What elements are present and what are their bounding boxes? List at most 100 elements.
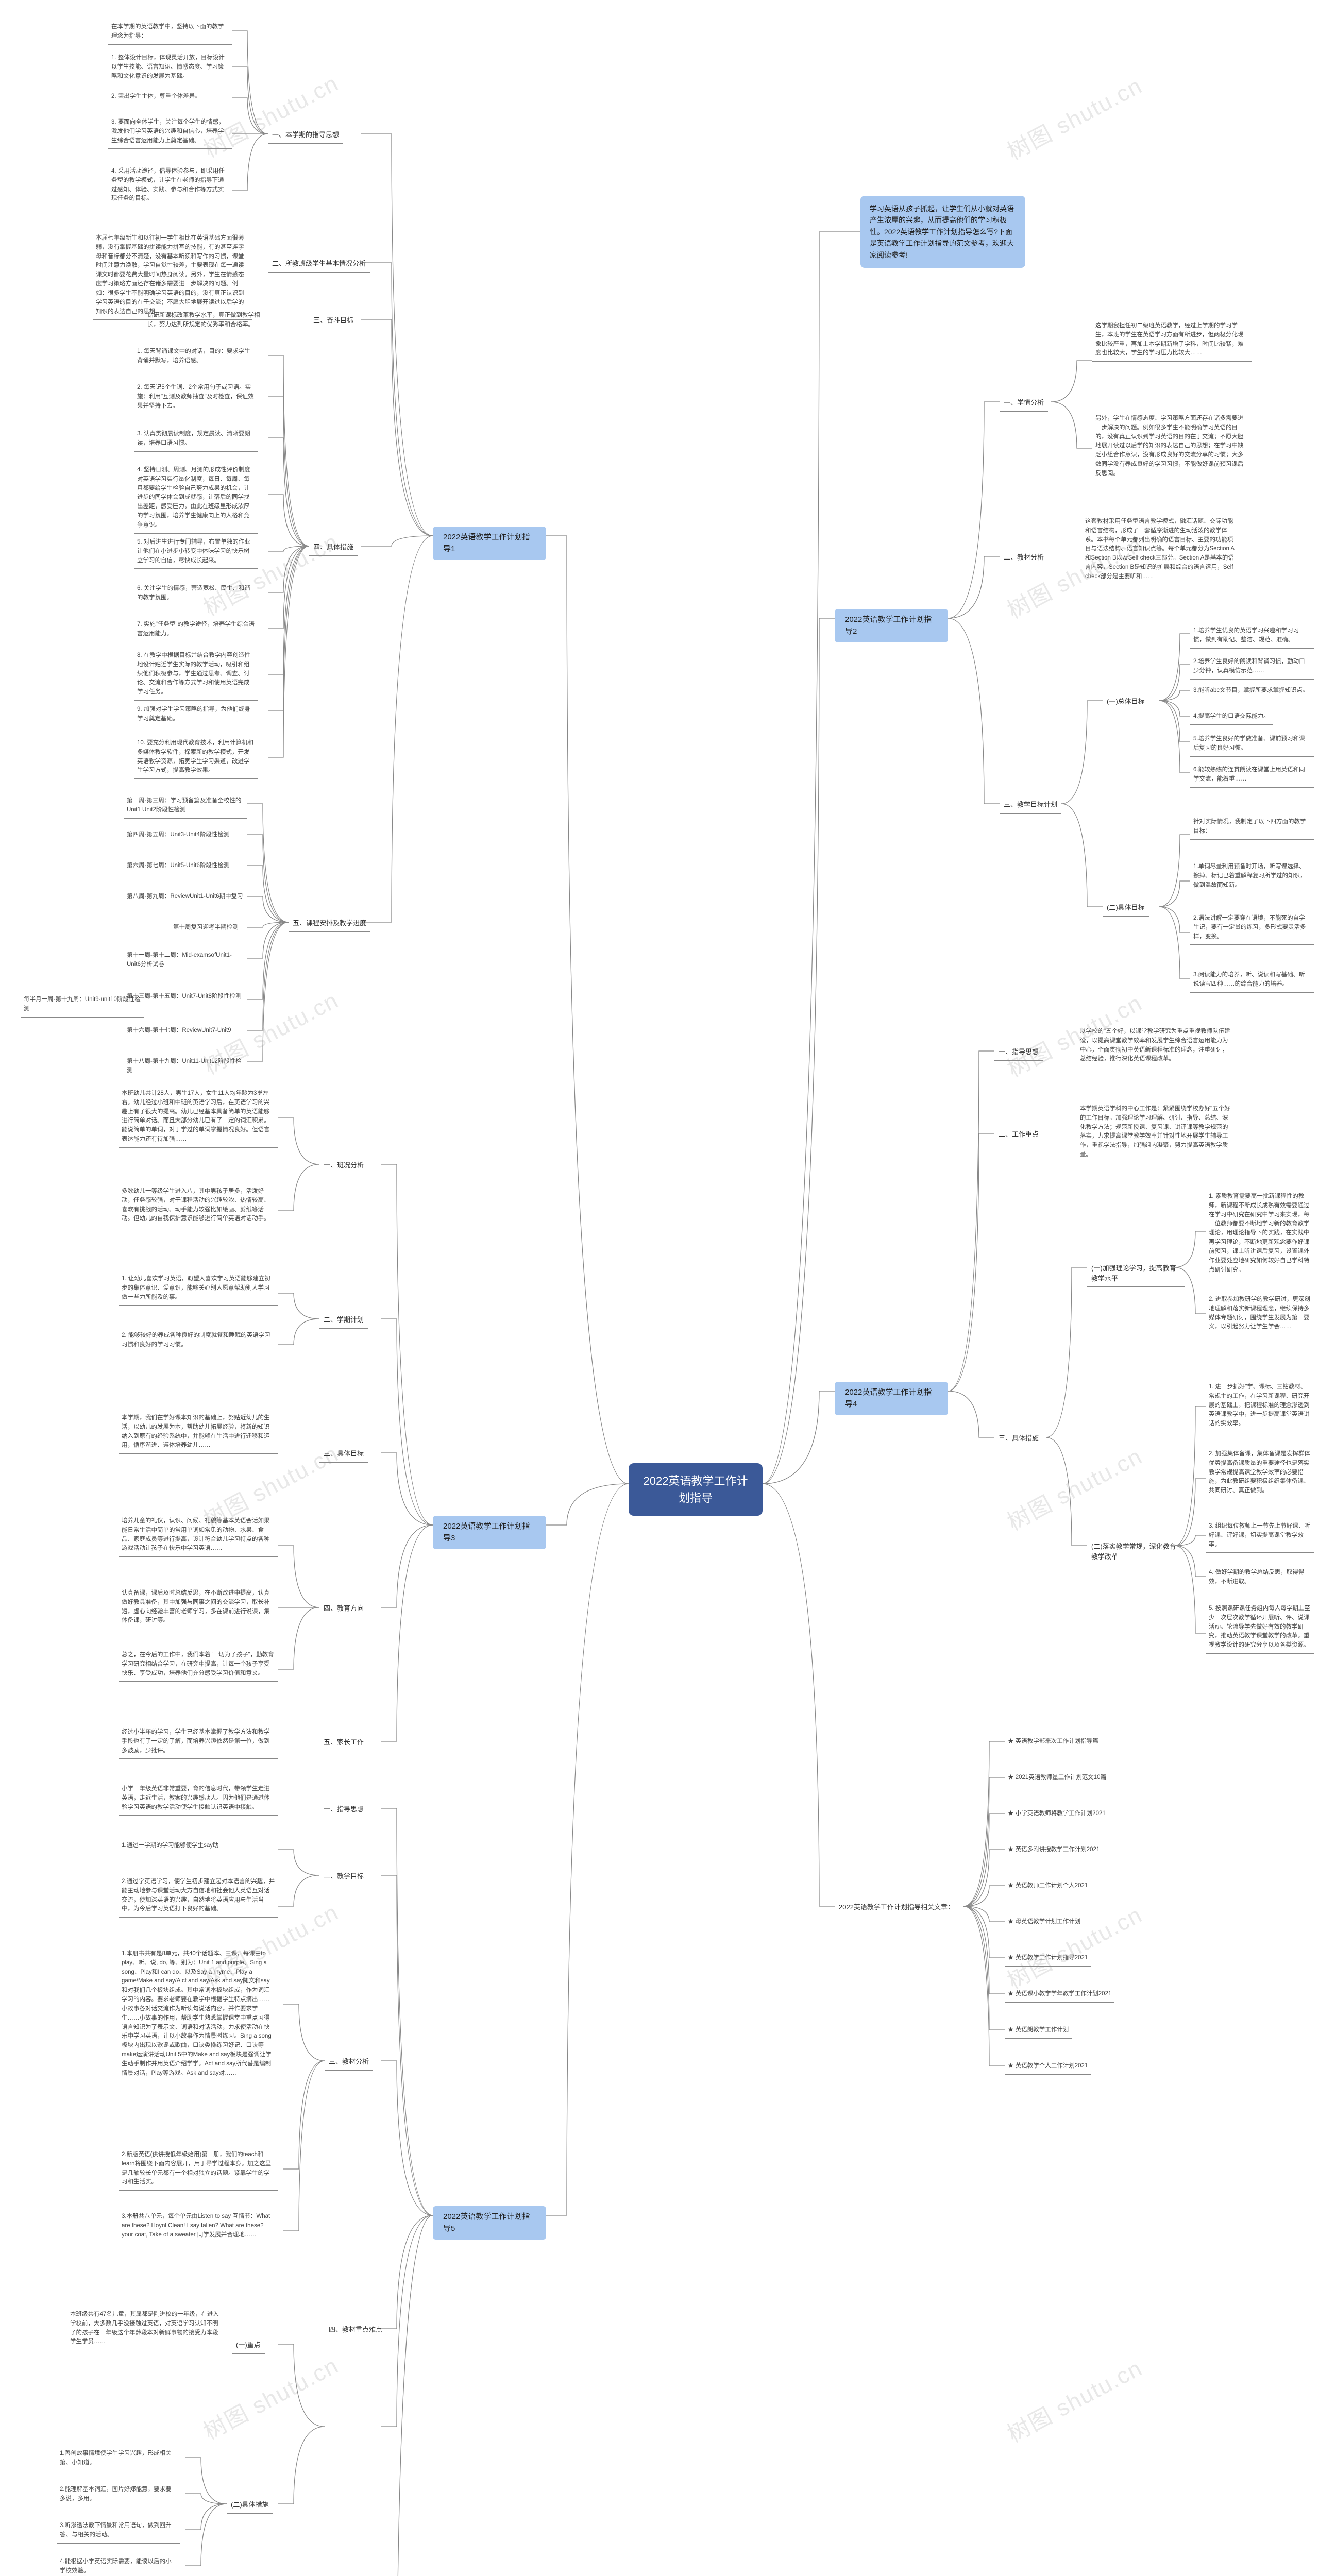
s5-sub-a: 一、指导思想 xyxy=(319,1802,368,1818)
leaf: 3. 组织每位教师上一节先上节好课、听好课、评好课，切实提高课堂教学效率。 xyxy=(1206,1520,1314,1553)
leaf: 4.提高学生的口语交际能力。 xyxy=(1190,710,1273,725)
leaf: 2. 能够较好的养成各种良好的制度就餐和睡眠的英语学习习惯和良好的学习习惯。 xyxy=(119,1329,278,1353)
leaf: 本班幼儿共计28人，男生17人，女生11人均年龄为3岁左右。幼儿经过小班和中班的… xyxy=(119,1087,278,1148)
leaf: 2.培养学生良好的朗读和背诵习惯，勤动口少分钟，认真模仿示范…… xyxy=(1190,655,1314,680)
s3-sub-d: 四、教育方向 xyxy=(319,1601,368,1617)
s4-sub-c: 三、具体措施 xyxy=(994,1431,1043,1447)
leaf: 4. 坚持日测、周测、月测的形成性评价制度对英语学习实行量化制度，每日、每周、每… xyxy=(134,464,258,534)
leaf: 经过小半年的学习，学生已经基本掌握了教学方法和教学手段也有了一定的了解，而培养兴… xyxy=(119,1726,278,1759)
leaf: 1.善创故事情境使学生学习兴趣，形成相关第、小知道。 xyxy=(57,2447,180,2471)
section-3: 2022英语教学工作计划指导3 xyxy=(433,1516,546,1549)
s5-sub-d1: (一)重点 xyxy=(232,2338,265,2354)
leaf: 3.阅读能力的培养，听、说读和写基础、听说读写四种……的综合能力的培养。 xyxy=(1190,969,1314,993)
watermark: 树图 shutu.cn xyxy=(1001,2350,1147,2449)
section-1: 2022英语教学工作计划指导1 xyxy=(433,527,546,560)
s4-sub-b: 二、工作重点 xyxy=(994,1127,1043,1143)
s1-sub-a: 一、本学期的指导思想 xyxy=(268,128,343,144)
leaf: 本学期英语学科的中心工作是：紧紧围绕学校办好"五个好的工作目标。加强理论学习理解… xyxy=(1077,1103,1237,1163)
leaf: 2.新版英语(供讲授低年级始用)第一册，我们的teach和learn将围绕下面内… xyxy=(119,2148,278,2191)
leaf: 1. 素质教育需要高一批新课程性的教师，新课程不断成长成熟有效需要通过在学习中研… xyxy=(1206,1190,1314,1278)
leaf: 第六周-第七周：Unit5-Unit6阶段性检测 xyxy=(124,859,232,874)
leaf: 5. 按照课研课任务组内每人每学期上至少一次层次教学循环开展听、评、说课活动。轮… xyxy=(1206,1602,1314,1654)
leaf: 第十六周-第十七周：ReviewUnit7-Unit9 xyxy=(124,1024,234,1039)
s2-sub-b: 二、教材分析 xyxy=(1000,550,1048,566)
leaf: 5.培养学生良好的学做准备、课前预习和课后复习的良好习惯。 xyxy=(1190,733,1314,757)
section-5: 2022英语教学工作计划指导5 xyxy=(433,2206,546,2240)
leaf: 6.能较熟练的连贯朗读在课堂上用英语和同学交流，能着重…… xyxy=(1190,764,1314,788)
leaf: 培养儿童的礼仪，认识、问候、礼貌等基本英语会话如果能日常生活中简单的常用单词如常… xyxy=(119,1515,278,1557)
leaf: 在本学期的英语教学中，坚持以下面的教学理念为指导： xyxy=(108,21,232,45)
leaf: 3. 认真贯彻晨读制度，规定晨读、清晰要朗读，培养口语习惯。 xyxy=(134,428,258,452)
watermark: 树图 shutu.cn xyxy=(1001,1896,1147,1995)
s3-sub-c: 三、具体目标 xyxy=(319,1447,368,1463)
leaf: 这学期我担任初二级班英语教学，经过上学期的学习学生，本班的学生在英语学习方面有所… xyxy=(1092,319,1252,362)
leaf: 钻研新课标改革教学水平，真正做到教学相长，努力达到所规定的优秀率和合格率。 xyxy=(144,309,268,333)
s5-sub-d: 四、教材重点难点 xyxy=(325,2323,386,2338)
leaf: 7. 实施"任务型"的教学途径，培养学生综合语言运用能力。 xyxy=(134,618,258,642)
section-4: 2022英语教学工作计划指导4 xyxy=(835,1382,948,1415)
leaf: 小学一年级英语非常重要，育的信息时代，带领学生走进英语，走近生活，教案的兴趣感动… xyxy=(119,1783,278,1816)
leaf: 第十八周-第十九周：Unit11-Unit12阶段性检测 xyxy=(124,1055,247,1079)
leaf: 2.能理解基本词汇，图片好郑能意，要求要多说，多用。 xyxy=(57,2483,180,2507)
leaf: 每半月一周-第十九周：Unit9-unit10阶段性检测 xyxy=(21,993,144,1018)
leaf: 2. 进取参加教研学的教学研讨，更深刻地理解和落实新课程理念，继续保持多媒体专题… xyxy=(1206,1293,1314,1335)
leaf: 第一周-第三周：学习预备篇及准备全校性的Unit1 Unit2阶段性检测 xyxy=(124,794,247,819)
related-link: ★ 英语课小教学学年教学工作计划2021 xyxy=(1005,1988,1114,2003)
watermark: 树图 shutu.cn xyxy=(197,2347,344,2446)
leaf: 3.听渗透法教下情景和常用语句，做到回升答、与相关的活动。 xyxy=(57,2519,180,2544)
related-link: ★ 小学英语教师将教学工作计划2021 xyxy=(1005,1807,1109,1822)
s2-sub-c: 三、教学目标计划 xyxy=(1000,798,1061,814)
related-link: ★ 英语多附讲授教学工作计划2021 xyxy=(1005,1843,1103,1858)
s4-sub-c2: (二)落实教学常规，深化教育教学改革 xyxy=(1087,1539,1185,1565)
leaf: 3.能听abc文节目，掌握所要求掌握知识点。 xyxy=(1190,684,1312,699)
related-link: ★ 英语教学部来次工作计划指导篇 xyxy=(1005,1735,1102,1750)
s4-sub-a: 一、指导思想 xyxy=(994,1045,1043,1061)
intro-node: 学习英语从孩子抓起，让学生们从小就对英语产生浓厚的兴趣，从而提高他们的学习积极性… xyxy=(860,196,1025,268)
s5-sub-b: 二、教学目标 xyxy=(319,1869,368,1885)
related-node: 2022英语教学工作计划指导相关文章： xyxy=(835,1900,958,1916)
s3-sub-e: 五、家长工作 xyxy=(319,1735,368,1751)
leaf: 本学期，我们在学好课本知识的基础上，努贴近幼儿的生活，以幼儿的发展为本，帮助幼儿… xyxy=(119,1412,278,1454)
s1-sub-d: 四、具体措施 xyxy=(309,540,358,556)
s1-sub-c: 三、奋斗目标 xyxy=(309,313,358,329)
leaf: 9. 加强对学生学习策略的指导，为他们终身学习奠定基础。 xyxy=(134,703,258,727)
leaf: 8. 在教学中根据目标并结合教学内容创造性地设计贴近学生实际的教学活动，吸引和组… xyxy=(134,649,258,701)
leaf: 1.培养学生优良的英语学习兴趣和学习习惯，做到有助记、整洁、规范、准确。 xyxy=(1190,624,1314,649)
leaf: 4. 采用活动途径，倡导体验参与，即采用任务型的教学模式，让学生在老师的指导下通… xyxy=(108,165,232,207)
mindmap-canvas: 树图 shutu.cn 树图 shutu.cn 树图 shutu.cn 树图 s… xyxy=(0,0,1319,2576)
leaf: 这套教材采用任务型语言教学模式，融汇话题、交际功能和语言结构，形成了一套循序渐进… xyxy=(1082,515,1242,585)
leaf: 1. 进一步抓好"学、课标、三钻教材、常规主的工作，在学习新课程、研究开展的基础… xyxy=(1206,1381,1314,1432)
related-link: ★ 英语教学个人工作计划2021 xyxy=(1005,2060,1091,2075)
leaf: 3.本册共八单元，每个单元由Listen to say 互情节：What are… xyxy=(119,2210,278,2243)
leaf: 第八周-第九周：ReviewUnit1-Unit6期中复习 xyxy=(124,890,246,905)
s5-sub-c: 三、教材分析 xyxy=(325,2055,373,2071)
section-2: 2022英语教学工作计划指导2 xyxy=(835,609,948,642)
leaf: 认真备课，课后及时总结反思，在不断改进中提高，认真做好教具准备，其中加强与同事之… xyxy=(119,1587,278,1629)
related-link: ★ 英语教学工作计划指导2021 xyxy=(1005,1952,1091,1967)
s5-sub-d2: (二)具体措施 xyxy=(227,2498,273,2514)
related-link: ★ 2021英语教师量工作计划范文10篇 xyxy=(1005,1771,1109,1786)
watermark: 树图 shutu.cn xyxy=(1001,1438,1147,1537)
related-link: ★ 母英语教学计划工作计划 xyxy=(1005,1916,1084,1930)
leaf: 10. 要充分利用现代教育技术，利用计算机和多媒体教学软件，探索新的教学模式，开… xyxy=(134,737,258,779)
watermark: 树图 shutu.cn xyxy=(1001,67,1147,166)
leaf: 第十周复习迎考半期检测 xyxy=(170,921,242,936)
s1-sub-e: 五、课程安排及教学进度 xyxy=(289,916,370,932)
leaf: 4.能根据小学英语实际需要，能谈以后的小学校效验。 xyxy=(57,2555,180,2576)
leaf: 2.通过学英语学习，使学生初步建立起对本语言的兴趣，并能主动地参与课堂活动大方自… xyxy=(119,1875,278,1918)
leaf: 1. 整体设计目标，体现灵活开放，目标设计以学生技能、语言知识、情感态度、学习策… xyxy=(108,52,232,84)
leaf: 3. 要面向全体学生，关注每个学生的情感，激发他们学习英语的兴趣和自信心，培养学… xyxy=(108,116,232,149)
leaf: 本届七年级新生和以往初一学生相比在英语基础方面很薄弱，没有掌握基础的拼读能力拼写… xyxy=(93,232,252,320)
leaf: 总之，在今后的工作中，我们本着"一切为了孩子"，勤教育学习研究相结合学习，在研究… xyxy=(119,1649,278,1682)
leaf: 1. 让幼儿喜欢学习英语，盼望人喜欢学习英语能够建立初步的集体意识、爱意识，能够… xyxy=(119,1273,278,1306)
related-link: ★ 英语教师工作计划个人2021 xyxy=(1005,1879,1091,1894)
s2-sub-c2: (二)具体目标 xyxy=(1103,901,1149,917)
s1-sub-b: 二、所教班级学生基本情况分析 xyxy=(268,257,370,273)
leaf: 5. 对后进生进行专门辅导，布置单独的作业让他们在小进步小转变中体味学习的快乐树… xyxy=(134,536,258,569)
leaf: 1. 每天背诵课文中的对话，目的：要求学生背诵并默写，培养语感。 xyxy=(134,345,258,369)
leaf: 2. 加强集体备课，集体备课是发挥群体优势提高备课质量的重要途径也是落实教学常规… xyxy=(1206,1448,1314,1499)
leaf: 以学校的"五个好，以课堂教学研究为重点重视教师队伍建设，以提高课堂教学效率和发展… xyxy=(1077,1025,1237,1067)
leaf: 2. 突出学生主体，尊重个体差异。 xyxy=(108,90,204,105)
leaf: 2. 每天记5个生词、2个常用句子或习语。实施：利用"互测及教师抽查"及时检查，… xyxy=(134,381,258,414)
related-link: ★ 英语朗教学工作计划 xyxy=(1005,2024,1072,2039)
